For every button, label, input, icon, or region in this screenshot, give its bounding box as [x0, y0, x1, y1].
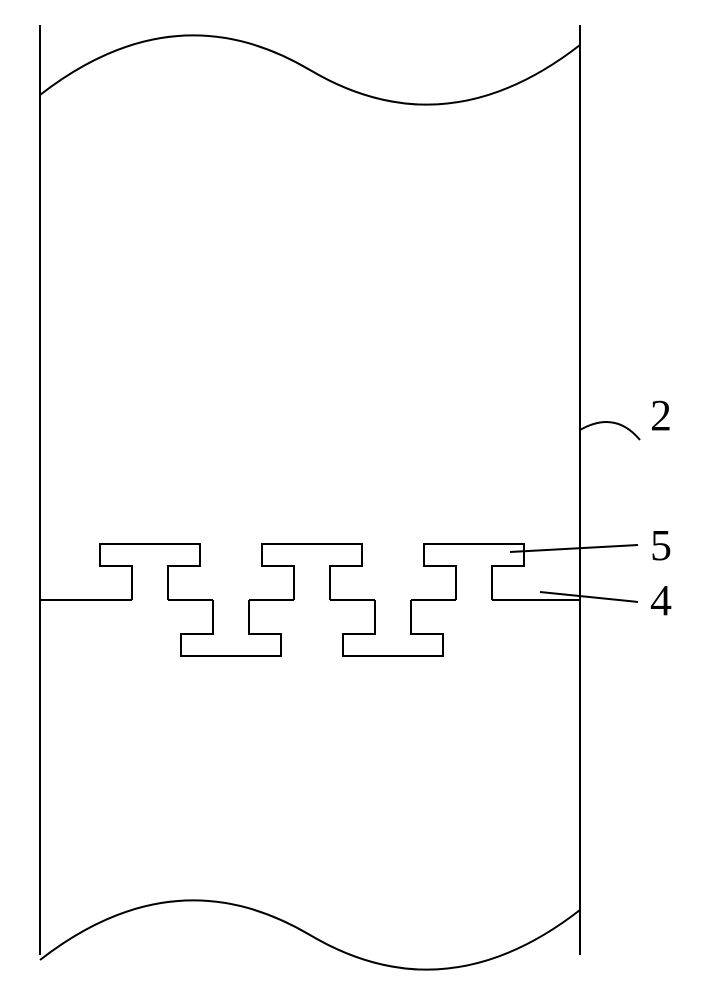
callout-label-4: 4: [650, 575, 672, 626]
leader-5: [510, 545, 638, 552]
upper-t-slot: [262, 544, 362, 600]
top-break-wave: [40, 35, 580, 104]
lower-t-slot: [181, 600, 281, 656]
bottom-break-wave: [40, 900, 580, 969]
leader-2: [580, 422, 640, 440]
upper-t-slot: [100, 544, 200, 600]
callout-label-5: 5: [650, 520, 672, 571]
callout-label-2: 2: [650, 390, 672, 441]
upper-t-slot: [424, 544, 524, 600]
lower-t-slot: [343, 600, 443, 656]
technical-diagram: [0, 0, 710, 1000]
